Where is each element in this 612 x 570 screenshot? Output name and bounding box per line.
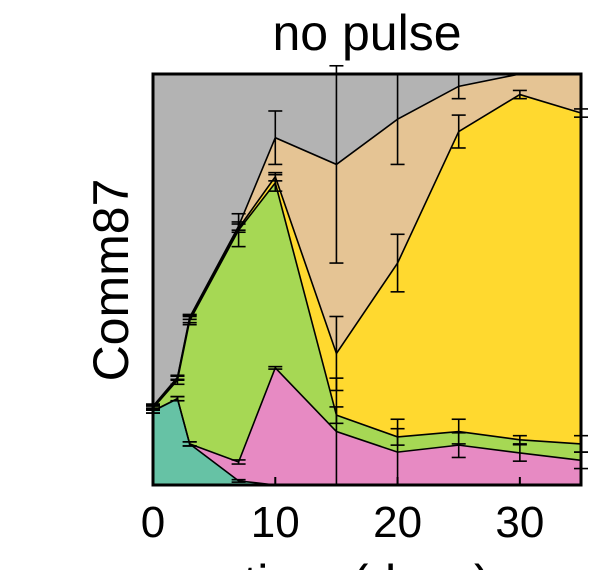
error-bar	[170, 374, 185, 381]
chart-title: no pulse	[272, 5, 461, 61]
area-edge	[152, 73, 581, 407]
error-bar	[182, 314, 197, 321]
error-bar	[390, 233, 405, 293]
area	[153, 74, 581, 407]
error-bar	[268, 110, 283, 166]
error-bar	[329, 64, 344, 264]
error-bar	[268, 171, 283, 182]
error-bar	[182, 441, 197, 447]
area	[153, 74, 581, 407]
x-axis-label: time (days)	[243, 555, 490, 570]
error-bar	[512, 434, 527, 445]
area	[153, 94, 581, 444]
error-bar	[512, 89, 527, 100]
error-bar	[170, 395, 185, 402]
error-bar	[231, 478, 246, 483]
error-bar	[231, 221, 246, 231]
error-bar	[451, 114, 466, 149]
error-bar	[329, 315, 344, 392]
error-bar	[268, 365, 283, 370]
x-tick-label: 30	[495, 498, 544, 547]
error-bar	[231, 459, 246, 465]
area	[153, 182, 581, 462]
plot-frame	[151, 72, 583, 487]
y-axis-label: Comm87	[83, 179, 139, 382]
area	[153, 398, 581, 485]
x-tick-label: 20	[373, 498, 422, 547]
x-tick-label: 0	[141, 498, 165, 547]
error-bar	[329, 406, 344, 425]
x-tick-label: 10	[251, 498, 300, 547]
area	[153, 367, 581, 485]
error-bar	[390, 427, 405, 446]
area-edge	[152, 366, 582, 464]
error-bar	[512, 443, 527, 462]
error-bar	[451, 418, 466, 445]
